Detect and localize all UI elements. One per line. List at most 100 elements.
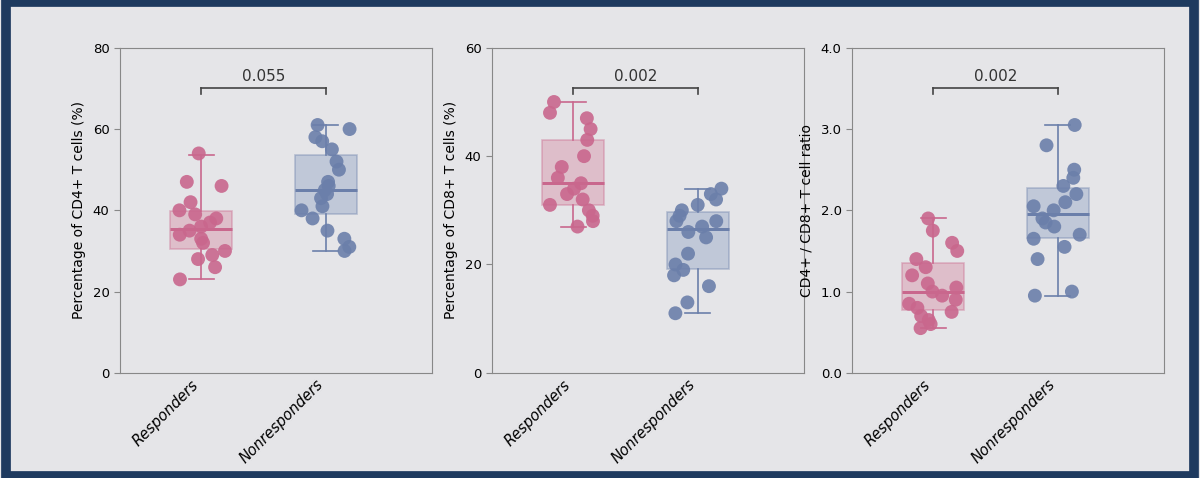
Point [712,185,731,193]
Point [564,185,583,193]
Point [1025,292,1044,299]
Point [948,247,967,255]
Point [335,247,354,255]
Point [667,217,686,225]
Point [679,228,698,236]
Point [203,251,222,259]
Point [181,198,200,206]
Point [340,125,359,133]
Point [947,284,966,292]
Point [1045,223,1064,230]
Point [923,288,942,295]
Point [326,158,346,165]
Point [907,304,926,312]
Point [571,179,590,187]
Point [178,178,197,186]
Point [215,247,234,255]
Point [316,186,335,194]
Point [900,300,919,308]
Point [1037,141,1056,149]
Point [707,217,726,225]
Point [1056,198,1075,206]
Point [581,125,600,133]
Point [319,182,338,190]
Point [540,201,559,209]
Point [707,196,726,203]
Point [1036,219,1055,227]
Point [665,272,684,279]
Point [575,152,594,160]
Bar [295,155,358,215]
Point [919,316,938,324]
Text: 0.002: 0.002 [974,68,1018,84]
Y-axis label: CD4+ / CD8+ T cell ratio: CD4+ / CD8+ T cell ratio [799,124,814,297]
Point [323,146,342,153]
Point [1054,182,1073,190]
Point [922,320,941,328]
Point [308,121,328,129]
Point [306,133,325,141]
Point [170,275,190,283]
Point [678,299,697,306]
Point [193,239,212,247]
Point [700,282,719,290]
Point [180,227,199,235]
Point [918,280,937,287]
Point [205,263,224,271]
Point [170,206,190,214]
Point [666,309,685,317]
Point [577,136,596,144]
Point [186,211,205,218]
Point [1067,190,1086,198]
Point [923,227,942,235]
Point [1066,121,1085,129]
Point [672,206,691,214]
Point [190,150,209,157]
Point [1055,243,1074,251]
Bar [1027,188,1090,238]
Point [318,190,337,198]
Point [188,255,208,263]
Point [577,114,596,122]
Point [1070,231,1090,239]
Point [313,138,332,145]
Bar [542,140,605,205]
Point [313,203,332,210]
Point [678,250,697,258]
Point [942,239,961,247]
Point [318,178,337,186]
Point [670,212,689,219]
Point [192,223,211,230]
Point [1028,255,1048,263]
Point [666,261,685,268]
Y-axis label: Percentage of CD8+ T cells (%): Percentage of CD8+ T cells (%) [444,101,457,319]
Point [1064,166,1084,174]
Point [946,296,965,304]
Point [540,109,559,117]
Point [574,196,593,203]
Point [568,223,587,230]
Point [912,312,931,320]
Bar [170,211,233,249]
Point [1024,235,1043,243]
Point [318,227,337,235]
Point [552,163,571,171]
Point [1063,174,1082,182]
Point [696,234,715,241]
Text: 0.002: 0.002 [614,68,658,84]
Point [1044,206,1063,214]
Point [206,215,226,222]
Point [580,206,599,214]
Point [329,166,348,174]
Point [292,206,311,214]
Point [916,263,935,271]
Point [932,292,952,299]
Point [212,182,232,190]
Point [688,201,707,209]
Point [1024,203,1043,210]
Bar [667,212,730,269]
Point [302,215,322,222]
Point [1062,288,1081,295]
Point [902,272,922,279]
Point [701,190,720,198]
